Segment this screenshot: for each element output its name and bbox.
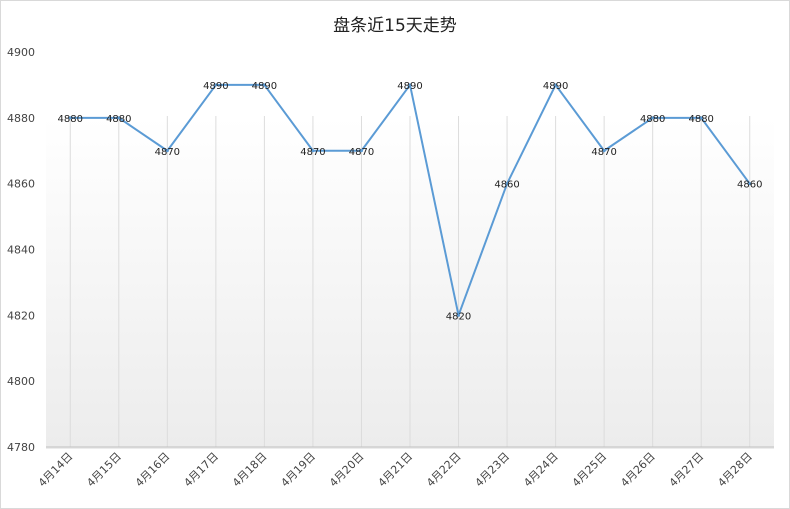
x-tick-label: 4月24日: [521, 450, 561, 490]
data-point: [505, 182, 509, 186]
x-tick-label: 4月23日: [473, 450, 513, 490]
data-point: [359, 149, 363, 153]
data-point: [602, 149, 606, 153]
data-label: 4860: [737, 180, 762, 191]
data-point: [554, 83, 558, 87]
x-tick-label: 4月20日: [327, 450, 367, 490]
chart-title: 盘条近15天走势: [333, 16, 457, 36]
data-point: [311, 149, 315, 153]
x-tick-label: 4月28日: [715, 450, 755, 490]
x-tick-label: 4月25日: [570, 450, 610, 490]
data-point: [165, 149, 169, 153]
data-point: [214, 83, 218, 87]
y-tick-label: 4860: [7, 178, 35, 191]
x-tick-label: 4月17日: [181, 450, 221, 490]
data-label: 4870: [349, 147, 374, 158]
y-tick-label: 4840: [7, 244, 35, 257]
data-label: 4870: [300, 147, 325, 158]
data-label: 4890: [203, 81, 228, 92]
x-tick-label: 4月21日: [376, 450, 416, 490]
x-tick-label: 4月18日: [230, 450, 270, 490]
y-tick-label: 4820: [7, 309, 35, 322]
data-point: [651, 116, 655, 120]
data-point: [748, 182, 752, 186]
data-label: 4870: [155, 147, 180, 158]
data-label: 4890: [252, 81, 277, 92]
data-point: [457, 313, 461, 317]
data-label: 4890: [543, 81, 568, 92]
data-label: 4860: [494, 180, 519, 191]
data-point: [408, 83, 412, 87]
y-tick-label: 4800: [7, 375, 35, 388]
x-tick-label: 4月14日: [36, 450, 76, 490]
y-tick-label: 4900: [7, 46, 35, 59]
data-label: 4880: [640, 114, 665, 125]
data-point: [262, 83, 266, 87]
x-tick-label: 4月16日: [133, 450, 173, 490]
data-label: 4820: [446, 311, 471, 322]
x-tick-label: 4月22日: [424, 450, 464, 490]
x-tick-label: 4月27日: [667, 450, 707, 490]
data-label: 4880: [106, 114, 131, 125]
y-tick-label: 4780: [7, 441, 35, 454]
x-tick-label: 4月15日: [84, 450, 124, 490]
y-tick-label: 4880: [7, 112, 35, 125]
x-tick-label: 4月26日: [618, 450, 658, 490]
data-label: 4880: [58, 114, 83, 125]
x-tick-label: 4月19日: [278, 450, 318, 490]
data-label: 4880: [688, 114, 713, 125]
data-point: [699, 116, 703, 120]
data-point: [117, 116, 121, 120]
data-point: [68, 116, 72, 120]
data-label: 4890: [397, 81, 422, 92]
data-label: 4870: [591, 147, 616, 158]
